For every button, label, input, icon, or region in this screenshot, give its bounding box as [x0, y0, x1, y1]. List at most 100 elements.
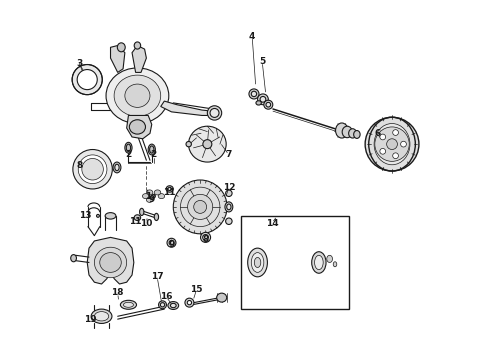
- Ellipse shape: [123, 302, 133, 307]
- Text: 17: 17: [151, 272, 164, 281]
- Ellipse shape: [254, 257, 261, 267]
- Ellipse shape: [336, 123, 348, 138]
- Ellipse shape: [210, 108, 219, 117]
- Text: 2: 2: [150, 150, 157, 159]
- Ellipse shape: [159, 301, 167, 309]
- Ellipse shape: [264, 100, 273, 109]
- Text: 12: 12: [222, 183, 235, 192]
- Polygon shape: [161, 101, 220, 116]
- Ellipse shape: [249, 89, 259, 99]
- Circle shape: [188, 194, 213, 220]
- Circle shape: [73, 149, 112, 189]
- Ellipse shape: [154, 213, 159, 221]
- Ellipse shape: [125, 84, 150, 107]
- Ellipse shape: [200, 232, 211, 242]
- Circle shape: [365, 117, 419, 171]
- Ellipse shape: [91, 309, 112, 323]
- Ellipse shape: [113, 162, 121, 173]
- Text: 11: 11: [164, 188, 176, 197]
- Ellipse shape: [256, 101, 261, 105]
- Ellipse shape: [160, 303, 165, 307]
- Ellipse shape: [168, 187, 172, 190]
- Ellipse shape: [260, 96, 266, 102]
- Text: 18: 18: [111, 288, 124, 297]
- Ellipse shape: [121, 300, 137, 309]
- Ellipse shape: [225, 218, 232, 225]
- Ellipse shape: [327, 255, 333, 262]
- Circle shape: [173, 180, 227, 234]
- Ellipse shape: [187, 301, 192, 305]
- Ellipse shape: [312, 252, 326, 273]
- Circle shape: [194, 201, 207, 213]
- Ellipse shape: [333, 262, 337, 267]
- Ellipse shape: [225, 190, 232, 197]
- Ellipse shape: [152, 194, 155, 198]
- Ellipse shape: [251, 253, 264, 273]
- Ellipse shape: [126, 144, 131, 151]
- Circle shape: [78, 155, 107, 184]
- Text: 16: 16: [160, 292, 172, 301]
- Circle shape: [77, 69, 97, 90]
- Text: 14: 14: [266, 219, 278, 228]
- Ellipse shape: [171, 303, 176, 308]
- Ellipse shape: [203, 234, 208, 240]
- Ellipse shape: [186, 141, 192, 147]
- Circle shape: [387, 139, 397, 149]
- Ellipse shape: [203, 140, 212, 149]
- Ellipse shape: [106, 68, 169, 123]
- Ellipse shape: [315, 255, 323, 270]
- Circle shape: [392, 130, 398, 135]
- Ellipse shape: [168, 302, 179, 310]
- Ellipse shape: [227, 204, 231, 210]
- Text: 9: 9: [168, 240, 174, 249]
- Ellipse shape: [247, 248, 268, 277]
- Text: 19: 19: [84, 315, 97, 324]
- Ellipse shape: [134, 215, 141, 221]
- Ellipse shape: [185, 298, 194, 307]
- Ellipse shape: [147, 197, 153, 202]
- Text: 15: 15: [190, 285, 203, 294]
- Ellipse shape: [147, 190, 153, 195]
- Text: 4: 4: [249, 32, 255, 41]
- Ellipse shape: [251, 91, 257, 96]
- Ellipse shape: [148, 144, 155, 155]
- Ellipse shape: [258, 94, 269, 105]
- Ellipse shape: [117, 43, 125, 52]
- Ellipse shape: [115, 164, 119, 171]
- Ellipse shape: [374, 123, 410, 165]
- Ellipse shape: [95, 312, 109, 321]
- Ellipse shape: [143, 194, 149, 199]
- Text: 2: 2: [125, 150, 132, 159]
- Ellipse shape: [342, 126, 352, 138]
- Text: 8: 8: [202, 235, 209, 244]
- Text: 1: 1: [145, 192, 151, 201]
- Ellipse shape: [95, 247, 126, 278]
- Ellipse shape: [158, 194, 165, 199]
- Polygon shape: [132, 45, 147, 72]
- Polygon shape: [87, 237, 134, 284]
- Circle shape: [380, 134, 386, 140]
- Circle shape: [401, 141, 406, 147]
- Ellipse shape: [129, 120, 146, 134]
- Ellipse shape: [154, 190, 161, 195]
- Text: 13: 13: [79, 211, 92, 220]
- Circle shape: [82, 158, 103, 180]
- Ellipse shape: [125, 142, 132, 153]
- Circle shape: [392, 153, 398, 159]
- Ellipse shape: [217, 293, 227, 302]
- Text: 5: 5: [259, 57, 266, 66]
- Ellipse shape: [207, 106, 221, 120]
- Text: 11: 11: [129, 217, 142, 226]
- Ellipse shape: [169, 240, 174, 245]
- Ellipse shape: [114, 75, 161, 116]
- Ellipse shape: [349, 129, 357, 138]
- Text: 8: 8: [76, 161, 82, 170]
- Ellipse shape: [71, 255, 76, 262]
- Circle shape: [380, 148, 386, 154]
- Text: 9: 9: [148, 195, 155, 204]
- Ellipse shape: [167, 238, 176, 247]
- Text: 10: 10: [140, 219, 152, 228]
- Polygon shape: [111, 45, 125, 72]
- Text: 6: 6: [374, 129, 381, 138]
- Ellipse shape: [140, 208, 144, 216]
